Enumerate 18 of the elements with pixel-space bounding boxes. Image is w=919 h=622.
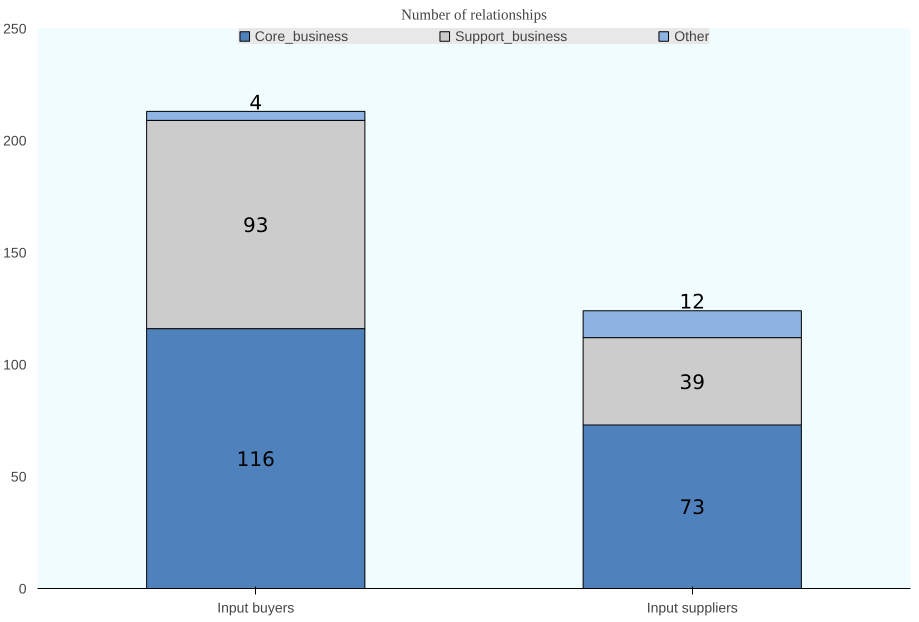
y-tick-label: 100 (3, 356, 27, 372)
legend-label: Core_business (254, 28, 348, 44)
data-label: 39 (680, 370, 705, 394)
legend-label: Support_business (455, 28, 568, 44)
data-label: 116 (236, 447, 275, 472)
y-tick-label: 150 (3, 244, 27, 260)
data-label: 12 (680, 290, 705, 314)
y-tick-label: 50 (10, 468, 27, 484)
chart-title: Number of relationships (401, 8, 548, 24)
data-label: 93 (243, 213, 268, 237)
y-tick-label: 200 (3, 132, 27, 148)
data-label: 4 (249, 90, 262, 114)
data-label: 73 (680, 495, 705, 520)
x-tick-label: Input buyers (217, 600, 294, 616)
legend-label: Other (674, 28, 710, 44)
y-tick-label: 250 (3, 20, 27, 36)
y-tick-label: 0 (18, 580, 27, 596)
x-tick-label: Input suppliers (646, 600, 738, 616)
